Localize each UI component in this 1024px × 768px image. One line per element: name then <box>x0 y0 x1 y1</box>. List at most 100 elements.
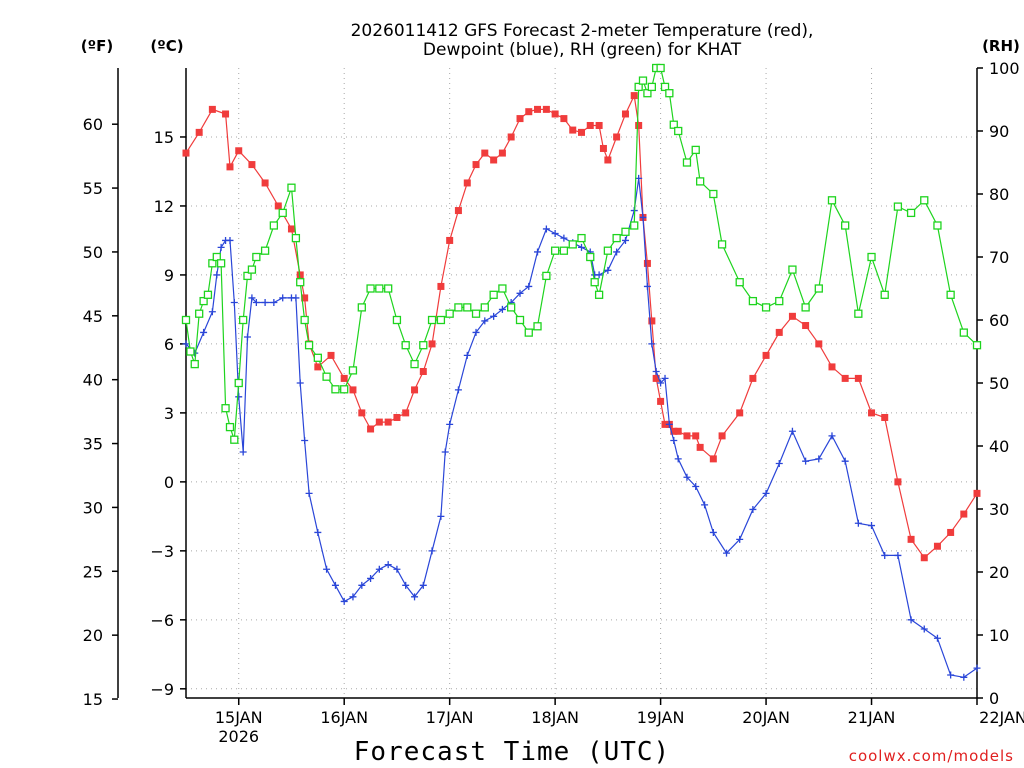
rh-point <box>340 385 349 394</box>
rh-point <box>384 284 393 293</box>
rh-tick-label: 50 <box>989 374 1009 393</box>
celsius-tick-label: 6 <box>164 335 174 354</box>
dewpoint-point <box>463 351 471 359</box>
dewpoint-point <box>446 420 454 428</box>
rh-axis: 0 10 20 30 40 50 60 70 80 90 100 <box>977 59 1020 708</box>
temperature-point <box>920 554 928 562</box>
rh-tick-label: 40 <box>989 437 1009 456</box>
celsius-tick-label: 3 <box>164 404 174 423</box>
dewpoint-point <box>621 236 629 244</box>
dewpoint-point <box>604 266 612 274</box>
time-tick-label: 21JAN <box>848 708 896 727</box>
dewpoint-point <box>674 455 682 463</box>
temperature-point <box>613 133 621 141</box>
dewpoint-point <box>314 528 322 536</box>
dewpoint-point <box>815 455 823 463</box>
rh-point <box>854 309 863 318</box>
dewpoint-point <box>331 581 339 589</box>
dewpoint-point <box>894 551 902 559</box>
rh-point <box>287 183 296 192</box>
temperature-point <box>287 225 295 233</box>
dewpoint-point <box>723 549 731 557</box>
celsius-tick-label: 15 <box>154 128 174 147</box>
temperature-point <box>314 363 322 371</box>
temperature-point <box>595 121 603 129</box>
rh-point <box>647 82 656 92</box>
temperature-point <box>411 386 419 394</box>
rh-tick-label: 70 <box>989 248 1009 267</box>
rh-point <box>612 233 621 243</box>
dewpoint-point <box>643 282 651 290</box>
rh-point <box>243 271 252 281</box>
rh-point <box>638 76 648 85</box>
temperature-point <box>635 121 643 129</box>
dewpoint-point <box>393 565 401 573</box>
dewpoint-point <box>441 448 449 456</box>
temperature-point <box>881 413 889 421</box>
year-label: 2026 <box>218 727 259 746</box>
rh-point <box>906 208 916 218</box>
temperature-point <box>534 105 542 113</box>
temperature-point <box>560 115 568 123</box>
time-tick-label: 17JAN <box>426 708 474 727</box>
rh-point <box>674 126 683 136</box>
source-credit: coolwx.com/models <box>849 747 1014 765</box>
rh-point <box>331 385 340 394</box>
rh-point <box>247 265 257 274</box>
dewpoint-point <box>613 248 621 256</box>
rh-point <box>682 158 692 167</box>
rh-point <box>221 404 230 413</box>
time-tick-label: 19JAN <box>637 708 685 727</box>
temperature-point <box>661 420 669 428</box>
rh-point <box>577 233 586 243</box>
temperature-point <box>327 351 335 359</box>
rh-point <box>322 372 331 381</box>
temperature-point <box>643 259 651 267</box>
temperature-point <box>802 322 810 330</box>
temperature-point <box>599 144 607 152</box>
fahrenheit-tick-label: 30 <box>83 498 103 517</box>
dewpoint-point <box>292 294 300 302</box>
rh-point <box>665 89 674 98</box>
dewpoint-point <box>828 432 836 440</box>
rh-point <box>195 309 204 318</box>
dewpoint-point <box>657 379 665 387</box>
temperature-point <box>648 317 656 325</box>
chart-title-line-2: Dewpoint (blue), RH (green) for KHAT <box>423 40 742 60</box>
temperature-point <box>490 156 498 164</box>
dewpoint-point <box>437 512 445 520</box>
dewpoint-point <box>854 519 862 527</box>
rh-point <box>656 63 665 73</box>
fahrenheit-tick-label: 45 <box>83 307 103 326</box>
temperature-point <box>841 374 849 382</box>
rh-point <box>533 322 542 331</box>
dewpoint-point <box>411 593 419 601</box>
rh-point <box>269 221 279 230</box>
dewpoint-point <box>661 374 669 382</box>
rh-point <box>814 284 823 293</box>
dewpoint-point <box>349 593 357 601</box>
time-tick-label: 20JAN <box>742 708 790 727</box>
dewpoint-point <box>762 489 770 497</box>
rh-point <box>559 246 569 255</box>
temperature-point <box>788 312 796 320</box>
temperature-point <box>226 163 234 171</box>
temperature-point <box>907 535 915 543</box>
temperature-point <box>578 128 585 136</box>
rh-point <box>507 303 516 312</box>
temperature-point <box>569 126 577 134</box>
dewpoint-point <box>683 473 691 481</box>
dewpoint-point <box>200 328 208 336</box>
time-tick-label: 22JAN <box>979 708 1024 727</box>
rh-point <box>260 246 270 255</box>
dewpoint-point <box>802 457 810 465</box>
time-tick-label: 18JAN <box>531 708 579 727</box>
rh-tick-label: 80 <box>989 185 1009 204</box>
rh-point <box>959 328 968 337</box>
celsius-tick-label: −6 <box>150 611 174 630</box>
dewpoint-point <box>933 634 941 642</box>
temperature-point <box>195 128 203 136</box>
dewpoint-point <box>230 299 238 307</box>
temperature-point <box>507 133 515 141</box>
